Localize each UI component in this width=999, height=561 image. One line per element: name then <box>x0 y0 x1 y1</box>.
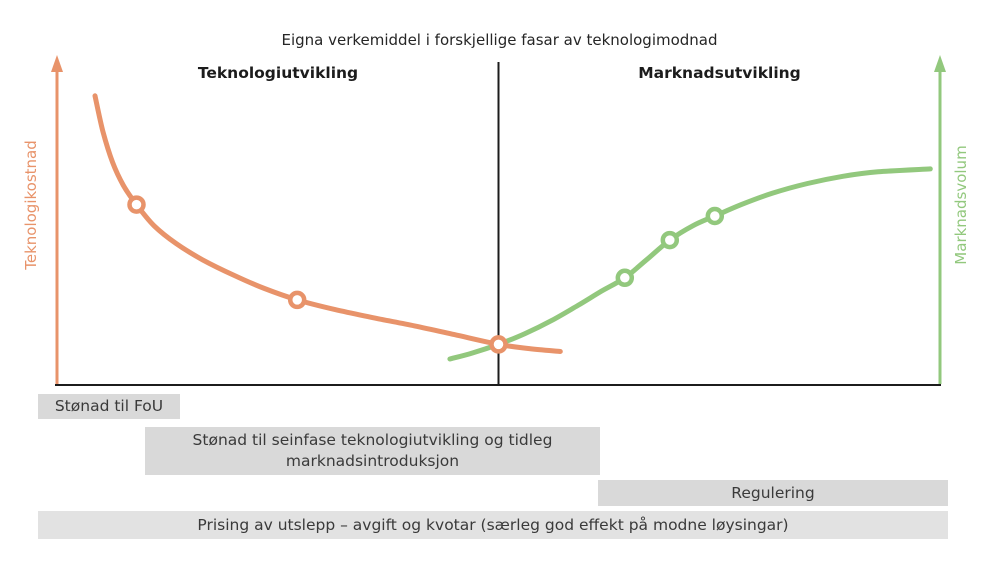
chart-title: Eigna verkemiddel i forskjellige fasar a… <box>281 31 718 49</box>
intervention-bar-fou: Stønad til FoU <box>38 394 180 419</box>
left-axis <box>51 55 63 384</box>
data-point-marker <box>705 206 725 226</box>
intervention-label: Regulering <box>731 483 815 502</box>
technology-cost-markers <box>127 195 508 354</box>
phase-label-market: Marknadsutvikling <box>638 64 801 82</box>
data-point-marker <box>660 230 680 250</box>
technology-cost-curve <box>92 93 563 354</box>
intervention-label: Prising av utslepp – avgift og kvotar (s… <box>197 515 789 534</box>
data-point-marker <box>127 195 146 214</box>
market-volume-curve <box>447 166 933 362</box>
intervention-label: Stønad til seinfase teknologiutvikling o… <box>192 431 553 470</box>
intervention-bar-regulation: Regulering <box>598 480 948 506</box>
data-point-marker <box>615 268 635 288</box>
phase-label-technology: Teknologiutvikling <box>197 64 359 82</box>
right-axis <box>934 55 946 384</box>
market-volume-markers <box>615 206 725 288</box>
data-point-marker <box>489 335 508 354</box>
intervention-bar-pricing: Prising av utslepp – avgift og kvotar (s… <box>38 511 948 539</box>
intervention-bar-late-phase: Stønad til seinfase teknologiutvikling o… <box>145 427 600 475</box>
data-point-marker <box>287 290 307 310</box>
intervention-label: Stønad til FoU <box>54 397 164 416</box>
